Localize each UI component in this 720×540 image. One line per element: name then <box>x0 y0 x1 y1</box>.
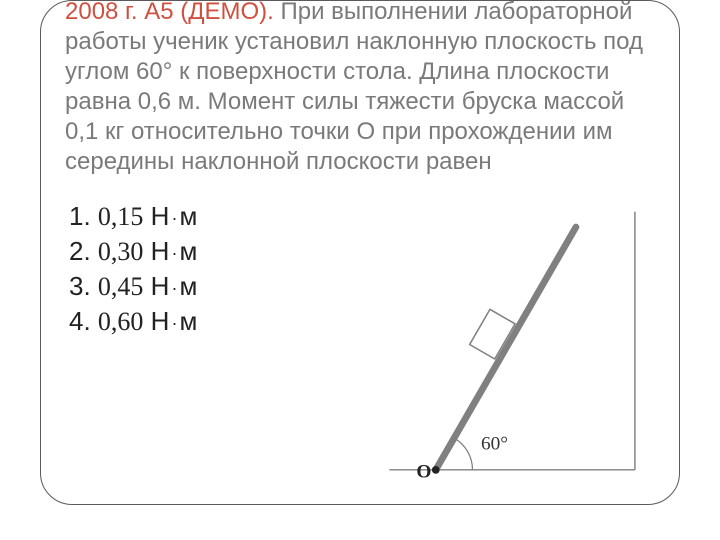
question-source: 2008 г. А5 (ДЕМО). <box>65 0 274 25</box>
answer-value: 0,45 <box>98 272 144 301</box>
inclined-plane-diagram: 60° O <box>381 204 651 494</box>
answer-number: 2. <box>69 236 91 266</box>
svg-text:O: O <box>416 462 431 483</box>
svg-text:60°: 60° <box>481 434 508 455</box>
answer-value: 0,15 <box>98 202 144 231</box>
answer-number: 1. <box>69 201 91 231</box>
answer-number: 4. <box>69 306 91 336</box>
answer-value: 0,30 <box>98 237 144 266</box>
answer-value: 0,60 <box>98 307 144 336</box>
answer-unit: Н·м <box>151 271 198 301</box>
answer-number: 3. <box>69 271 91 301</box>
answer-unit: Н·м <box>151 201 198 231</box>
question-body: При выполнении лабораторной работы учени… <box>65 0 643 175</box>
answer-unit: Н·м <box>151 236 198 266</box>
question-text: 2008 г. А5 (ДЕМО). При выполнении лабора… <box>65 0 655 177</box>
problem-card: 2008 г. А5 (ДЕМО). При выполнении лабора… <box>40 0 680 505</box>
answer-unit: Н·м <box>151 306 198 336</box>
